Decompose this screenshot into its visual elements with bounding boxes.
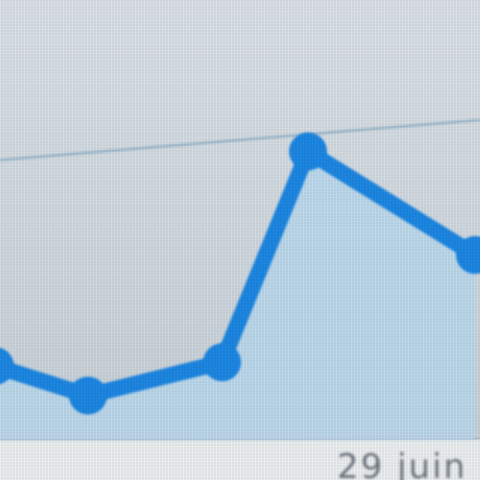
points-group	[0, 132, 480, 415]
data-point-3[interactable]	[203, 343, 241, 382]
series-area-fill	[0, 151, 475, 440]
gridline	[0, 119, 480, 161]
x-axis-strip	[0, 438, 480, 480]
data-point-1[interactable]	[0, 347, 14, 385]
x-tick-label: 29 juin	[337, 447, 467, 480]
area-group	[0, 151, 475, 440]
data-point-5[interactable]	[456, 236, 480, 274]
data-point-4[interactable]	[289, 132, 327, 171]
data-point-2[interactable]	[69, 376, 107, 415]
